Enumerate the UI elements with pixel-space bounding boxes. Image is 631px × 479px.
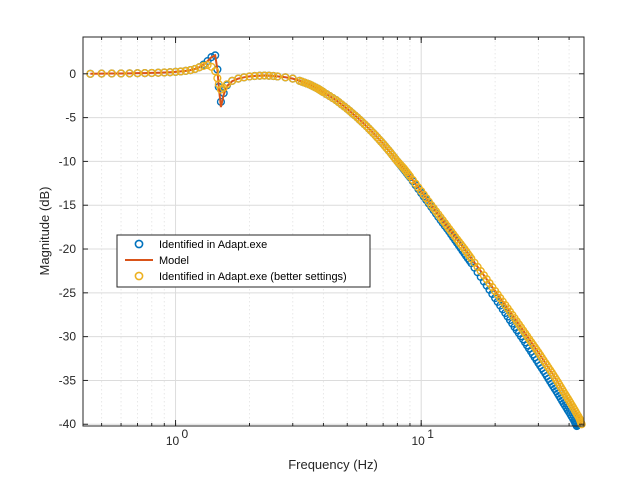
data-point <box>190 64 200 74</box>
data-point <box>357 117 367 127</box>
data-point <box>234 74 243 83</box>
data-point <box>269 71 278 81</box>
legend: Identified in Adapt.exe Model Identified i… <box>116 234 371 288</box>
data-point <box>281 73 290 82</box>
legend-entry-label: Identified in Adapt.exe (better settings… <box>159 271 347 283</box>
data-point <box>171 67 180 76</box>
data-point <box>245 72 254 81</box>
data-point <box>260 71 269 80</box>
data-point <box>160 68 169 77</box>
data-point <box>186 66 195 75</box>
x-tick-label: 10 <box>412 434 426 448</box>
data-point <box>239 73 249 82</box>
data-point <box>97 69 106 78</box>
data-point <box>364 124 373 133</box>
y-tick-label: -10 <box>59 154 77 168</box>
data-point <box>176 67 185 76</box>
data-point <box>264 71 274 80</box>
data-point <box>404 170 413 179</box>
y-tick-label: -35 <box>59 373 77 387</box>
data-point <box>577 420 586 429</box>
data-point <box>195 63 204 72</box>
data-point <box>366 126 376 135</box>
x-axis-label: Frequency (Hz) <box>288 457 378 472</box>
y-tick-label: -15 <box>59 198 77 212</box>
legend-swatch-marker <box>134 271 144 281</box>
x-tick-exponent: 0 <box>182 427 189 441</box>
data-point <box>255 71 264 80</box>
data-point <box>165 68 175 77</box>
legend-box <box>116 234 371 288</box>
data-point <box>181 66 190 76</box>
y-tick-label: 0 <box>69 67 76 81</box>
data-point <box>211 67 220 76</box>
data-point <box>107 69 116 78</box>
data-point <box>199 61 208 71</box>
data-point <box>369 128 378 138</box>
series-group-3 <box>86 60 586 429</box>
legend-swatch-marker <box>134 239 144 249</box>
series-layer <box>86 51 586 431</box>
y-tick-label: -30 <box>59 330 77 344</box>
data-point <box>355 115 364 124</box>
x-tick-exponent: 1 <box>427 427 434 441</box>
data-point <box>203 60 212 70</box>
y-tick-label: -5 <box>65 111 76 125</box>
data-point <box>362 122 371 131</box>
data-point <box>250 71 259 81</box>
y-tick-label: -40 <box>59 417 77 431</box>
y-axis-label: Magnitude (dB) <box>37 187 52 276</box>
data-point <box>273 72 282 81</box>
data-point <box>360 120 369 129</box>
data-point <box>353 113 362 122</box>
y-tick-label: -25 <box>59 286 77 300</box>
y-tick-label: -20 <box>59 242 77 256</box>
axes-box <box>82 36 585 427</box>
legend-entry-label: Model <box>159 255 189 267</box>
data-point <box>288 74 297 83</box>
data-point <box>125 69 134 78</box>
x-tick-label: 10 <box>166 434 180 448</box>
data-point <box>116 69 126 78</box>
legend-entry-label: Identified in Adapt.exe <box>159 239 267 251</box>
